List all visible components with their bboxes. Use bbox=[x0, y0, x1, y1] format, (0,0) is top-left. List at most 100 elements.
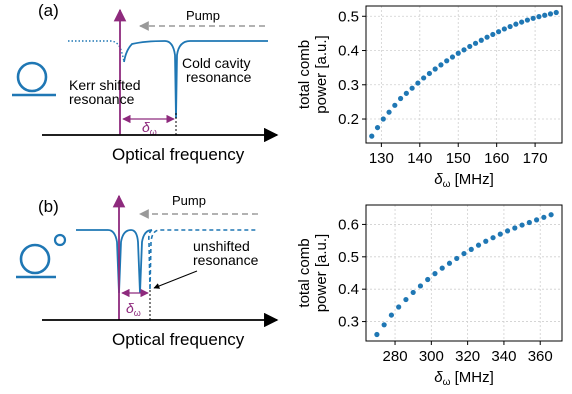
data-point bbox=[403, 90, 409, 96]
y-axis-label-line2: power [a.u.] bbox=[313, 234, 330, 312]
data-point bbox=[454, 255, 460, 262]
plot-frame bbox=[365, 204, 563, 342]
data-point bbox=[455, 50, 461, 56]
y-tick-label: 0.3 bbox=[338, 314, 359, 331]
data-point bbox=[369, 133, 375, 139]
data-point bbox=[497, 231, 503, 237]
data-point bbox=[504, 228, 511, 234]
resonance-trace-b bbox=[76, 229, 153, 294]
unshifted-pointer bbox=[153, 270, 198, 289]
data-point bbox=[438, 62, 444, 68]
data-point bbox=[490, 235, 496, 241]
delta-label-b: δω bbox=[126, 300, 141, 318]
y-tick-label: 0.5 bbox=[338, 249, 359, 266]
resonance-trace-a bbox=[123, 40, 268, 119]
data-point bbox=[526, 219, 532, 226]
data-point bbox=[396, 304, 402, 310]
data-point bbox=[484, 34, 490, 40]
data-point bbox=[432, 271, 438, 277]
freq-axis-label-b: Optical frequency bbox=[112, 330, 245, 349]
data-point bbox=[478, 37, 484, 43]
panel-b-schematic: (b) Pump unshifted resonance δω Optical … bbox=[16, 193, 279, 349]
ring-resonator-icon-b bbox=[16, 233, 67, 279]
data-point bbox=[444, 58, 450, 64]
y-axis-label-line1: total comb bbox=[296, 238, 313, 307]
unshifted-dashed-trace bbox=[148, 229, 258, 291]
data-point bbox=[380, 116, 386, 122]
data-point bbox=[467, 43, 473, 50]
x-tick-label: 320 bbox=[455, 348, 480, 365]
data-point bbox=[501, 26, 507, 32]
data-point bbox=[472, 40, 479, 46]
data-point bbox=[417, 283, 424, 289]
data-point bbox=[439, 265, 445, 271]
kerr-dotted-line bbox=[68, 40, 125, 63]
data-point bbox=[468, 246, 474, 252]
x-tick-label: 340 bbox=[491, 348, 516, 365]
x-tick-label: 360 bbox=[528, 348, 553, 365]
plot-frame bbox=[365, 5, 563, 144]
y-axis-label-line2: power [a.u.] bbox=[313, 35, 330, 113]
data-point bbox=[541, 214, 547, 220]
data-point bbox=[547, 11, 554, 17]
cold-cavity-label-1: Cold cavity bbox=[182, 55, 250, 71]
comb-power-chart-a: 130 140 150 160 170 0.2 0.3 0.4 0.5 δω [MHz] total… bbox=[296, 5, 563, 190]
data-point bbox=[446, 260, 453, 266]
comb-power-chart-b: 280 300 320 340 360 0.3 0.4 0.5 0.6 δω [MHz] total… bbox=[296, 204, 563, 388]
panel-b-label: (b) bbox=[38, 197, 59, 216]
panel-a-schematic: (a) Pump Cold cavity resonance Kerr shif… bbox=[12, 1, 279, 164]
data-point bbox=[397, 95, 404, 102]
data-point bbox=[513, 21, 519, 27]
kerr-label-2: resonance bbox=[69, 91, 135, 107]
x-tick-label: 170 bbox=[523, 150, 548, 167]
data-point bbox=[548, 212, 554, 218]
data-point bbox=[403, 296, 409, 303]
data-point bbox=[483, 238, 489, 244]
data-point bbox=[512, 225, 518, 231]
x-tick-label: 130 bbox=[369, 150, 394, 167]
cold-cavity-label-2: resonance bbox=[186, 69, 252, 85]
y-axis-label-line1: total comb bbox=[296, 40, 313, 109]
panel-a-label: (a) bbox=[38, 1, 59, 20]
data-point bbox=[542, 12, 548, 18]
data-point bbox=[533, 217, 540, 223]
data-point bbox=[519, 222, 525, 228]
data-point bbox=[490, 31, 496, 38]
data-point bbox=[410, 289, 416, 296]
y-tick-label: 0.2 bbox=[338, 111, 359, 128]
data-point bbox=[461, 47, 467, 53]
x-tick-label: 280 bbox=[383, 348, 408, 365]
data-point bbox=[495, 29, 502, 35]
x-tick-label: 140 bbox=[407, 150, 432, 167]
y-tick-label: 0.6 bbox=[338, 216, 359, 233]
data-point bbox=[388, 312, 395, 318]
y-tick-label: 0.4 bbox=[338, 281, 359, 298]
x-tick-label: 150 bbox=[446, 150, 471, 167]
y-tick-label: 0.3 bbox=[338, 77, 359, 94]
data-point bbox=[519, 19, 525, 25]
data-point bbox=[507, 23, 513, 30]
pump-label-a: Pump bbox=[186, 8, 220, 23]
data-point bbox=[425, 276, 431, 283]
unshifted-label-2: resonance bbox=[193, 252, 259, 268]
data-point bbox=[386, 109, 392, 115]
ring-resonator-icon-a bbox=[12, 61, 56, 97]
x-tick-label: 160 bbox=[484, 150, 509, 167]
data-point bbox=[409, 85, 415, 91]
data-point bbox=[392, 102, 398, 108]
data-point bbox=[374, 331, 380, 338]
unshifted-label-1: unshifted bbox=[193, 238, 250, 254]
y-tick-label: 0.4 bbox=[338, 43, 359, 60]
kerr-label-1: Kerr shifted bbox=[69, 77, 141, 93]
data-point bbox=[553, 9, 559, 16]
data-point bbox=[374, 124, 381, 131]
x-axis-label: δω [MHz] bbox=[434, 369, 494, 388]
data-point bbox=[536, 14, 542, 20]
data-point bbox=[449, 54, 456, 60]
data-point bbox=[461, 250, 467, 257]
data-point bbox=[421, 75, 427, 81]
freq-axis-label-a: Optical frequency bbox=[112, 145, 245, 164]
data-point bbox=[530, 15, 536, 21]
data-point bbox=[426, 70, 433, 77]
